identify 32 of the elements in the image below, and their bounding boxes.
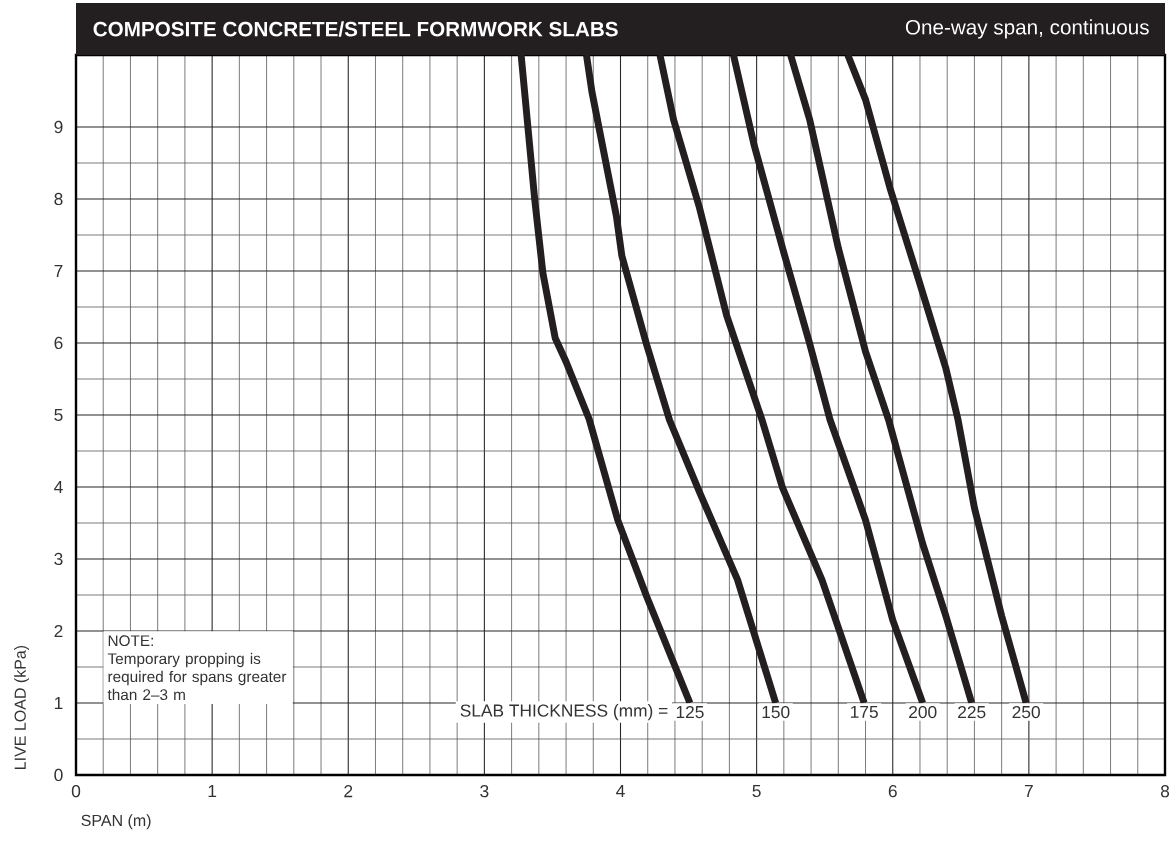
x-tick-label: 1: [208, 785, 217, 797]
series-label: 175: [851, 705, 878, 719]
y-tick-label: 5: [54, 408, 63, 422]
legend-title: SLAB THICKNESS (mm) =: [460, 703, 668, 721]
x-tick-label: 7: [1024, 785, 1033, 797]
series-label: 225: [958, 705, 986, 719]
annotation: Temporary propping is required for spans greater than 2–3 m: [107, 652, 287, 701]
x-tick-label: 4: [616, 785, 625, 797]
y-tick-label: 0: [54, 768, 63, 782]
y-tick-label: 2: [54, 624, 63, 638]
y-tick-label: 6: [54, 336, 63, 350]
x-tick-label: 5: [752, 785, 761, 798]
chart-subtitle: One-way span, continuous: [905, 19, 1149, 39]
y-tick-label: 7: [54, 265, 63, 277]
x-tick-label: 6: [888, 785, 897, 798]
x-tick-label: 8: [1160, 785, 1170, 798]
y-tick-label: 3: [54, 552, 63, 566]
series-label: 150: [762, 705, 790, 719]
x-tick-label: 0: [71, 785, 81, 798]
x-tick-label: 2: [344, 785, 353, 798]
y-tick-label: 4: [54, 481, 63, 493]
y-tick-label: 9: [54, 120, 63, 134]
y-tick-label: 1: [54, 697, 63, 709]
series-label: 125: [676, 705, 704, 719]
chart-title: COMPOSITE CONCRETE/STEEL FORMWORK SLABS: [93, 21, 618, 37]
y-tick-label: 8: [54, 192, 63, 206]
y-axis-title: LIVE LOAD (kPa): [14, 645, 29, 769]
x-axis-title: SPAN (m): [81, 814, 151, 830]
x-tick-label: 3: [480, 785, 489, 798]
series-label: 250: [1012, 705, 1040, 719]
series-label: 200: [909, 705, 937, 719]
annotation: NOTE:: [108, 635, 153, 647]
